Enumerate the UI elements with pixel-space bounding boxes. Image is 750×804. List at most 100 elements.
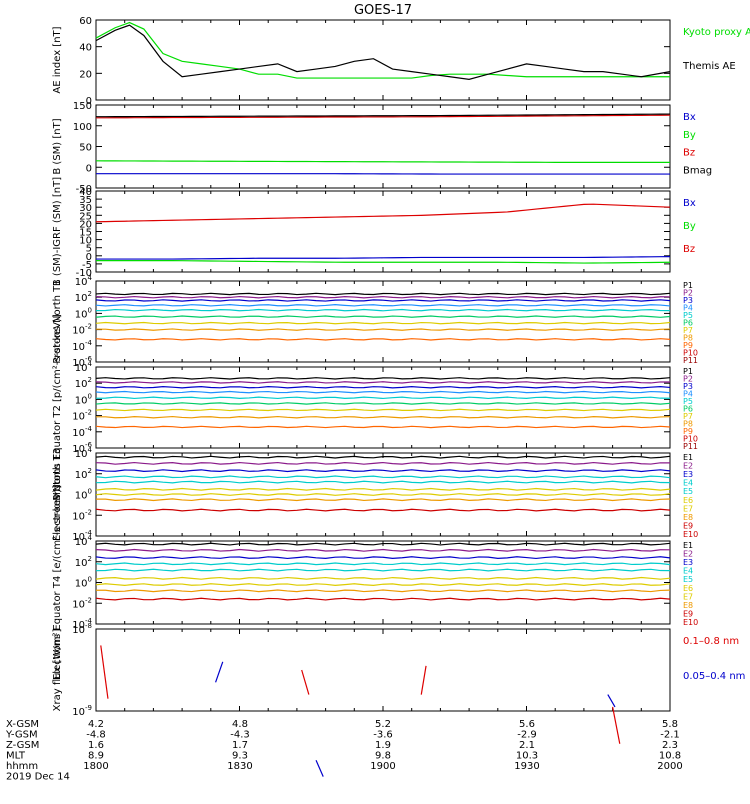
x-axis-value: 1830 bbox=[227, 761, 252, 772]
x-axis-value: 5.6 bbox=[519, 719, 535, 730]
x-axis-row-label: MLT bbox=[6, 751, 26, 762]
legend-label: P11 bbox=[683, 356, 698, 365]
x-axis-value: 9.3 bbox=[232, 751, 248, 762]
series-line-p4 bbox=[96, 391, 670, 392]
y-tick-label: 60 bbox=[79, 16, 92, 27]
y-tick-label: 10-2 bbox=[72, 508, 92, 522]
series-line-p5 bbox=[96, 310, 670, 311]
x-axis-value: 5.2 bbox=[375, 719, 391, 730]
xray-segment bbox=[613, 707, 620, 744]
y-tick-label: 102 bbox=[75, 555, 92, 569]
legend-label: Bz bbox=[683, 244, 695, 255]
x-axis-value: 2.1 bbox=[519, 740, 535, 751]
y-tick-label: 10-8 bbox=[72, 622, 92, 636]
x-axis-value: 9.8 bbox=[375, 751, 391, 762]
panel-frame bbox=[96, 541, 670, 624]
x-axis-value: -4.3 bbox=[230, 730, 250, 741]
x-axis-value: 1.9 bbox=[375, 740, 391, 751]
y-tick-label: 10-2 bbox=[72, 323, 92, 337]
y-axis-label: Xray flux [W/m²] bbox=[52, 629, 63, 712]
series-line-bz bbox=[96, 204, 670, 222]
x-axis-value: 1.6 bbox=[88, 740, 104, 751]
x-axis-value: 2000 bbox=[657, 761, 682, 772]
series-line-e9 bbox=[96, 598, 670, 600]
y-axis-label: B (SM) [nT] bbox=[52, 118, 63, 174]
x-axis-value: 4.2 bbox=[88, 719, 104, 730]
y-tick-label: 10-4 bbox=[72, 339, 92, 353]
xray-segment bbox=[316, 760, 323, 776]
x-axis-value: 1800 bbox=[83, 761, 108, 772]
y-tick-label: 10-2 bbox=[72, 409, 92, 423]
y-tick-label: 104 bbox=[75, 360, 93, 374]
y-axis-label: B (SM)-IGRF (SM) [nT] bbox=[52, 177, 63, 286]
y-tick-label: 100 bbox=[75, 392, 92, 406]
series-line-themis-ae bbox=[96, 25, 670, 79]
panel-frame bbox=[96, 191, 670, 272]
series-line-p6 bbox=[96, 316, 670, 317]
series-line-p9 bbox=[96, 339, 670, 340]
y-tick-label: 104 bbox=[75, 274, 93, 288]
series-line-by bbox=[96, 161, 670, 163]
y-axis-label: AE index [nT] bbox=[52, 26, 63, 93]
series-line-e7 bbox=[96, 494, 670, 496]
series-line-p1 bbox=[96, 293, 670, 294]
x-axis-row-label: Y-GSM bbox=[5, 730, 38, 741]
y-tick-label: 150 bbox=[73, 101, 92, 112]
y-tick-label: 40 bbox=[79, 187, 92, 198]
legend-label: E10 bbox=[683, 618, 698, 627]
y-tick-label: 0 bbox=[86, 163, 92, 174]
xray-segment bbox=[101, 645, 108, 698]
series-line-p3 bbox=[96, 387, 670, 388]
series-line-p2 bbox=[96, 297, 670, 298]
y-tick-label: 102 bbox=[75, 290, 92, 304]
legend-label: Themis AE bbox=[682, 61, 736, 72]
panel-frame bbox=[96, 20, 670, 100]
x-axis-row-label: Z-GSM bbox=[6, 740, 39, 751]
series-line-p5 bbox=[96, 397, 670, 398]
y-tick-label: 40 bbox=[79, 43, 92, 54]
y-tick-label: 100 bbox=[75, 488, 92, 502]
xray-segment bbox=[608, 695, 615, 707]
y-tick-label: 100 bbox=[75, 576, 92, 590]
x-axis-row-label: hhmm bbox=[6, 761, 38, 772]
series-line-e6 bbox=[96, 578, 670, 580]
series-line-p6 bbox=[96, 403, 670, 404]
x-axis-value: 10.8 bbox=[659, 751, 681, 762]
xray-segment bbox=[302, 670, 309, 695]
series-line-by bbox=[96, 261, 670, 263]
y-tick-label: 104 bbox=[75, 534, 93, 548]
xray-segment bbox=[216, 662, 223, 683]
legend-label: By bbox=[683, 130, 696, 141]
series-line-bx bbox=[96, 257, 670, 259]
series-line-e3 bbox=[96, 470, 670, 472]
legend-label: Kyoto proxy AE bbox=[683, 27, 750, 38]
x-axis-value: 1.7 bbox=[232, 740, 248, 751]
series-line-e2 bbox=[96, 463, 670, 465]
series-line-e5 bbox=[96, 481, 670, 483]
series-line-e6 bbox=[96, 488, 670, 490]
series-line-e4 bbox=[96, 476, 670, 478]
xray-segment bbox=[421, 666, 426, 695]
y-tick-label: 104 bbox=[75, 446, 93, 460]
series-line-p1 bbox=[96, 378, 670, 379]
x-axis-value: -2.1 bbox=[660, 730, 680, 741]
legend-label: E10 bbox=[683, 530, 698, 539]
legend-label: P11 bbox=[683, 442, 698, 451]
series-line-p2 bbox=[96, 382, 670, 383]
series-line-p8 bbox=[96, 329, 670, 330]
series-line-e3 bbox=[96, 557, 670, 559]
legend-label: 0.05–0.4 nm bbox=[683, 671, 745, 682]
series-line-kyoto-proxy-ae bbox=[96, 23, 670, 78]
x-axis-value: -3.6 bbox=[373, 730, 393, 741]
legend-label: Bmag bbox=[683, 165, 712, 176]
x-axis-value: -2.9 bbox=[517, 730, 537, 741]
series-line-p3 bbox=[96, 300, 670, 301]
